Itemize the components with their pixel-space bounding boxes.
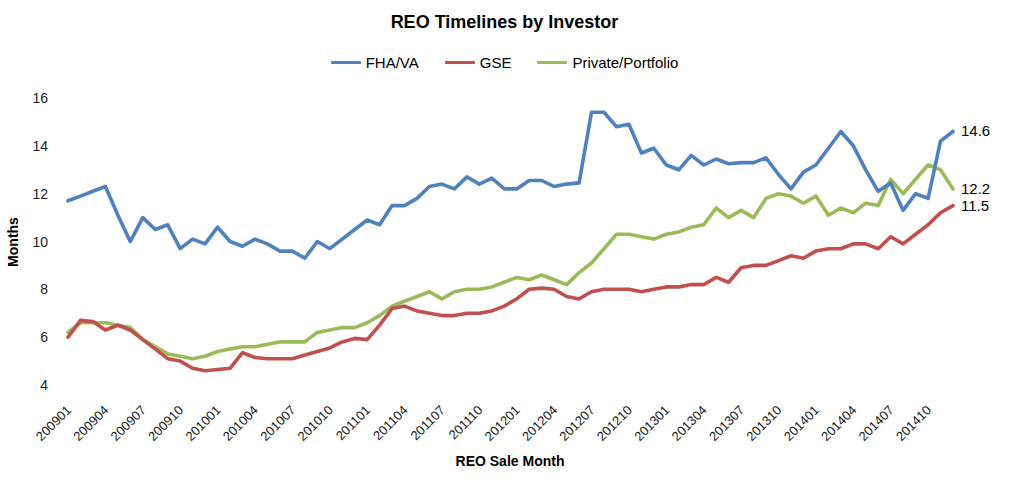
y-axis-title: Months (5, 217, 21, 267)
series-lines (68, 112, 953, 370)
end-label-fha-va: 14.6 (961, 122, 990, 139)
x-tick-label: 200910 (145, 403, 186, 444)
y-tick-label: 14 (32, 138, 48, 154)
x-tick-label: 201010 (295, 403, 336, 444)
x-tick-label: 201410 (893, 403, 934, 444)
legend-label-fha-va: FHA/VA (366, 54, 419, 71)
reo-timelines-chart: REO Timelines by Investor FHA/VA GSE Priva… (0, 0, 1009, 483)
x-tick-label: 201404 (818, 403, 859, 444)
series-line-fha-va (68, 112, 953, 258)
chart-title: REO Timelines by Investor (0, 12, 1009, 33)
end-label-private-portfolio: 12.2 (961, 180, 990, 197)
end-label-gse: 11.5 (961, 197, 989, 214)
x-tick-label: 201307 (706, 403, 747, 444)
plot-area: Months REO Sale Month 4 6 8 10 12 14 16 200901… (0, 0, 1009, 483)
series-line-gse (68, 206, 953, 371)
y-axis-tick-labels: 4 6 8 10 12 14 16 (32, 90, 48, 393)
x-tick-label: 201401 (781, 403, 822, 444)
x-tick-label: 200907 (108, 403, 149, 444)
y-tick-label: 6 (40, 329, 48, 345)
legend-item-fha-va: FHA/VA (331, 54, 419, 71)
legend-swatch-fha-va (331, 61, 361, 64)
series-end-labels: 14.6 11.512.2 (961, 122, 990, 213)
y-tick-label: 4 (40, 377, 48, 393)
chart-legend: FHA/VA GSE Private/Portfolio (0, 54, 1009, 71)
x-tick-label: 201204 (519, 403, 560, 444)
legend-swatch-private-portfolio (537, 61, 567, 64)
legend-swatch-gse (445, 61, 475, 64)
x-tick-label: 201304 (669, 403, 710, 444)
y-tick-label: 12 (32, 186, 48, 202)
x-tick-label: 201407 (856, 403, 897, 444)
x-tick-label: 201201 (482, 403, 523, 444)
x-tick-label: 201110 (446, 403, 486, 443)
x-tick-label: 201007 (257, 403, 298, 444)
legend-label-gse: GSE (480, 54, 512, 71)
x-axis-title: REO Sale Month (456, 453, 565, 469)
x-tick-label: 201001 (182, 403, 223, 444)
x-tick-label: 201301 (631, 403, 672, 444)
x-tick-label: 201210 (594, 403, 635, 444)
legend-item-gse: GSE (445, 54, 512, 71)
x-tick-label: 201107 (407, 403, 448, 444)
legend-item-private-portfolio: Private/Portfolio (537, 54, 678, 71)
x-tick-label: 200901 (33, 403, 74, 444)
x-tick-label: 201207 (556, 403, 597, 444)
series-line-private-portfolio (68, 165, 953, 359)
y-tick-label: 10 (32, 234, 48, 250)
x-tick-label: 201004 (220, 403, 261, 444)
y-tick-label: 8 (40, 281, 48, 297)
y-tick-label: 16 (32, 90, 48, 106)
x-axis-tick-labels: 2009012009042009072009102010012010042010… (33, 403, 934, 444)
x-tick-label: 201104 (370, 403, 411, 444)
x-tick-label: 200904 (70, 403, 111, 444)
x-tick-label: 201101 (333, 403, 374, 444)
x-tick-label: 201310 (743, 403, 784, 444)
legend-label-private-portfolio: Private/Portfolio (572, 54, 678, 71)
